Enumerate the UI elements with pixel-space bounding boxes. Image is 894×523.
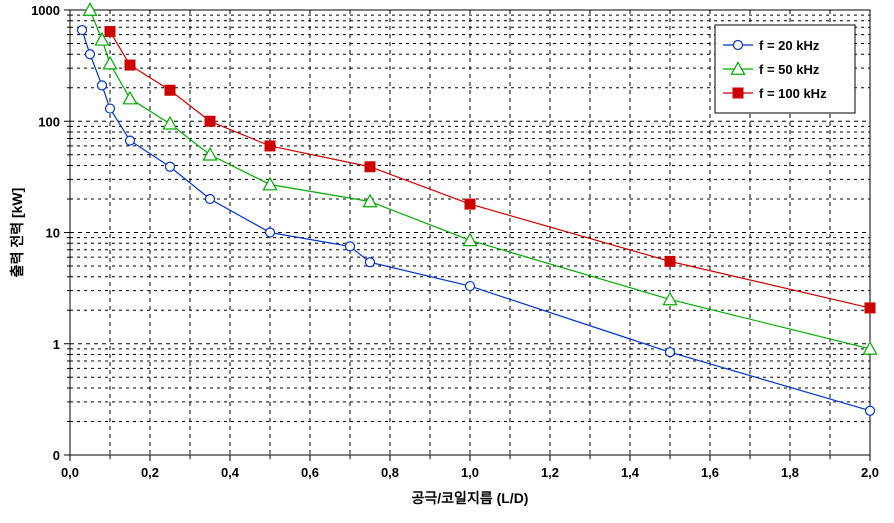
marker-circle [666, 348, 675, 357]
marker-circle [86, 50, 95, 59]
marker-triangle [203, 148, 216, 160]
marker-square [465, 199, 475, 209]
x-tick-label: 2,0 [861, 465, 879, 480]
marker-circle [866, 406, 875, 415]
x-tick-label: 1,2 [541, 465, 559, 480]
marker-square [205, 116, 215, 126]
chart-container: 0,0 0,2 0,4 0,6 0,8 1,0 1,2 1,4 1,6 1,8 2,0 0 1 10 100… [0, 0, 894, 523]
chart-svg: 0,0 0,2 0,4 0,6 0,8 1,0 1,2 1,4 1,6 1,8 2,0 0 1 10 100… [0, 0, 894, 523]
marker-square [265, 141, 275, 151]
marker-square [865, 303, 875, 313]
marker-square [365, 162, 375, 172]
y-tick-label: 0 [53, 448, 60, 463]
marker-triangle [663, 293, 676, 305]
y-tick-label: 10 [46, 226, 60, 241]
marker-square [165, 85, 175, 95]
marker-square [733, 88, 743, 98]
marker-circle [126, 136, 135, 145]
marker-triangle [83, 3, 96, 15]
legend-label: f = 50 kHz [759, 62, 820, 77]
marker-triangle [163, 117, 176, 129]
marker-circle [366, 258, 375, 267]
marker-square [665, 256, 675, 266]
x-tick-label: 0,0 [61, 465, 79, 480]
y-axis-label: 출력 전력 [kW] [9, 188, 25, 278]
x-tick-label: 1,8 [781, 465, 799, 480]
legend-label: f = 100 kHz [759, 86, 827, 101]
x-tick-label: 0,6 [301, 465, 319, 480]
y-tick-label: 100 [38, 114, 60, 129]
x-tick-label: 1,6 [701, 465, 719, 480]
x-tick-label: 0,4 [221, 465, 240, 480]
marker-triangle [103, 57, 116, 69]
marker-square [105, 27, 115, 37]
marker-circle [206, 195, 215, 204]
marker-circle [466, 282, 475, 291]
x-tick-label: 1,4 [621, 465, 640, 480]
marker-circle [78, 26, 87, 35]
marker-square [125, 60, 135, 70]
marker-circle [98, 81, 107, 90]
marker-circle [734, 41, 743, 50]
y-tick-label: 1000 [31, 3, 60, 18]
x-tick-label: 0,8 [381, 465, 399, 480]
y-tick-label: 1 [53, 337, 60, 352]
marker-triangle [123, 92, 136, 104]
x-axis-label: 공극/코일지름 (L/D) [412, 490, 529, 506]
x-tick-label: 0,2 [141, 465, 159, 480]
marker-circle [166, 162, 175, 171]
marker-circle [346, 242, 355, 251]
marker-triangle [463, 234, 476, 246]
marker-circle [106, 104, 115, 113]
legend: f = 20 kHz f = 50 kHz f = 100 kHz [715, 25, 855, 113]
marker-circle [266, 228, 275, 237]
x-tick-label: 1,0 [461, 465, 479, 480]
legend-label: f = 20 kHz [759, 38, 820, 53]
